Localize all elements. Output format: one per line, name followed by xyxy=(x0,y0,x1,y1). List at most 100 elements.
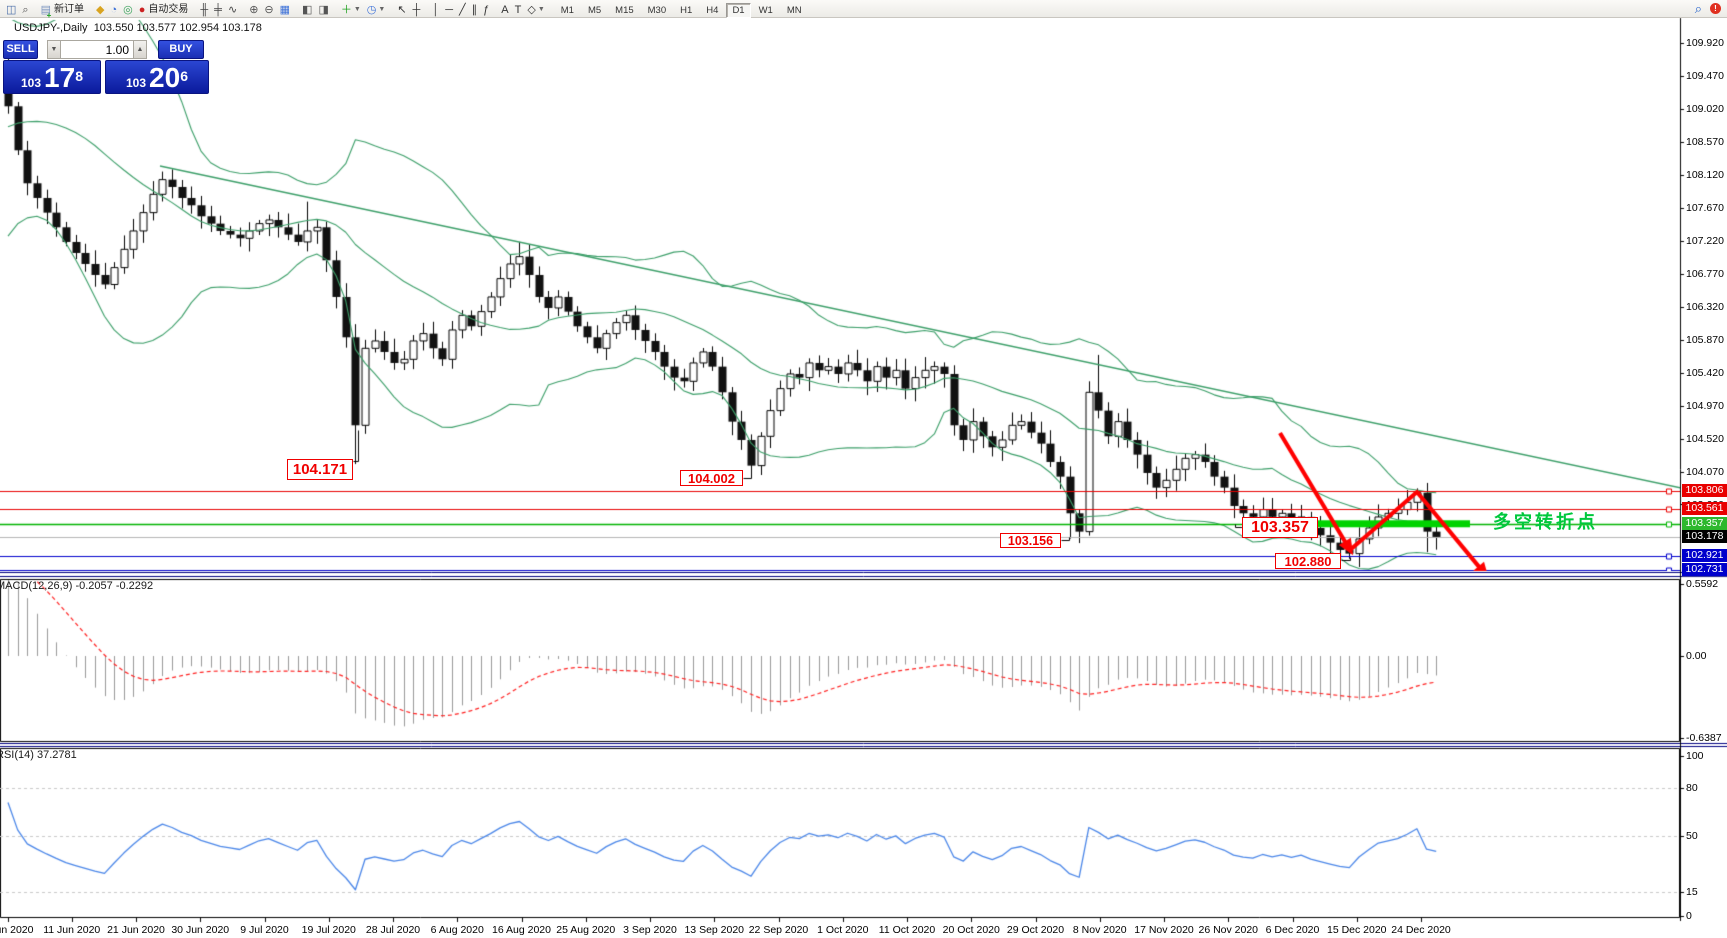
rsi-axis-tick: 100 xyxy=(1686,750,1704,762)
date-axis-label: 19 Jul 2020 xyxy=(301,924,356,936)
crosshair-icon[interactable]: ┼ xyxy=(412,3,421,16)
symbol-period-label: USDJPY-,Daily xyxy=(14,22,88,34)
profiles-icon[interactable]: ⌕ xyxy=(22,3,29,16)
price-axis-tick: 108.120 xyxy=(1686,168,1724,181)
timeframe-button-m1[interactable]: M1 xyxy=(560,4,574,16)
rsi-axis-tick: 50 xyxy=(1686,830,1698,842)
price-tag-102.921: 102.921 xyxy=(1682,549,1727,563)
new-order-icon[interactable]: ▤ + 新订单 xyxy=(40,3,84,20)
trendline-icon[interactable]: ╱ xyxy=(459,3,466,16)
date-axis-label: 20 Oct 2020 xyxy=(942,924,1000,936)
timeframe-button-d1[interactable]: D1 xyxy=(726,2,751,18)
fibonacci-icon[interactable]: ƒ xyxy=(483,3,490,16)
arrange-left-icon[interactable]: ◧ xyxy=(302,3,313,16)
ohlc-values: 103.550 103.577 102.954 103.178 xyxy=(93,22,262,34)
turning-point-annotation[interactable]: 多空转折点 xyxy=(1493,512,1598,532)
sell-price-prefix: 103 xyxy=(21,76,42,90)
price-axis-tick: 106.320 xyxy=(1686,300,1724,313)
price-callout-104.002[interactable]: 104.002 xyxy=(680,470,743,486)
date-axis-label: 3 Sep 2020 xyxy=(623,924,677,936)
auto-trading-icon[interactable]: ● 自动交易 xyxy=(138,3,189,16)
chart-title: USDJPY-,Daily 103.550 103.577 102.954 10… xyxy=(14,22,262,34)
macd-axis-tick: 0.5592 xyxy=(1686,577,1719,590)
price-axis-tick: 106.770 xyxy=(1686,267,1724,280)
volume-up-stepper[interactable]: ▲ xyxy=(133,40,147,59)
data-window-icon[interactable]: ◔ xyxy=(110,3,118,16)
timeframe-button-m5[interactable]: M5 xyxy=(587,4,602,16)
bar-chart-icon[interactable]: ╫ xyxy=(200,3,209,16)
price-axis-tick: 108.570 xyxy=(1686,135,1724,148)
tile-windows-icon[interactable]: ▦ xyxy=(279,3,291,16)
candlestick-chart-icon[interactable]: ╪ xyxy=(214,3,222,16)
price-callout-104.171[interactable]: 104.171 xyxy=(287,459,353,480)
sell-price-display[interactable]: 103 17 8 xyxy=(3,60,101,94)
search-icon[interactable]: ⌕ xyxy=(1694,0,1702,16)
macd-axis-tick: -0.6387 xyxy=(1686,732,1722,745)
channel-icon[interactable]: ∥ xyxy=(471,3,478,16)
indicators-cube-icon[interactable]: ◆ xyxy=(95,3,105,16)
new-chart-icon[interactable]: ◫ xyxy=(6,3,17,16)
line-chart-icon[interactable]: ∿ xyxy=(227,3,238,16)
price-axis-tick: 105.420 xyxy=(1686,366,1724,379)
price-tag-103.178: 103.178 xyxy=(1682,530,1727,544)
arrange-right-icon[interactable]: ◨ xyxy=(318,3,329,16)
date-axis-label: 8 Nov 2020 xyxy=(1072,924,1127,936)
date-axis-label: 1 Jun 2020 xyxy=(0,924,34,936)
buy-price-big: 20 xyxy=(149,62,181,93)
rsi-axis-tick: 80 xyxy=(1686,782,1698,794)
add-indicator-icon[interactable]: ＋ ▼ xyxy=(340,3,361,16)
volume-input[interactable] xyxy=(61,40,133,59)
signal-icon[interactable]: ◎ xyxy=(123,3,133,16)
arrows-tool-icon[interactable]: ◇ ▼ xyxy=(527,3,545,16)
price-axis-tick: 104.520 xyxy=(1686,432,1724,445)
sell-price-pip: 8 xyxy=(75,68,83,84)
rsi-axis-tick: 0 xyxy=(1686,910,1692,922)
timeframe-button-m30[interactable]: M30 xyxy=(647,4,667,16)
timeframe-button-mn[interactable]: MN xyxy=(786,4,802,16)
zoom-out-icon[interactable]: ⊖ xyxy=(264,3,274,16)
price-callout-102.880[interactable]: 102.880 xyxy=(1275,553,1341,569)
price-tag-103.561: 103.561 xyxy=(1682,502,1727,516)
date-axis-label: 16 Aug 2020 xyxy=(492,924,551,936)
price-tag-103.806: 103.806 xyxy=(1682,484,1727,498)
price-callout-103.156[interactable]: 103.156 xyxy=(1000,533,1061,548)
period-clock-icon[interactable]: ◷ ▼ xyxy=(366,3,386,16)
date-axis-label: 28 Jul 2020 xyxy=(365,924,421,936)
toolbar: ◫ ⌕ ▤ + 新订单 ◆ ◔ ◎ ● 自动交易 ╫ ╪ ∿ ⊕ ⊖ ▦ ◧ ◨ ＋ ▼ ◷ ▼ ↖ ┼ │ ─ ╱ ∥ ƒ A T ◇ ▼ M… xyxy=(0,0,1727,20)
timeframe-button-h1[interactable]: H1 xyxy=(680,4,693,16)
horizontal-line-icon[interactable]: ─ xyxy=(445,3,454,16)
date-axis-label: 30 Jun 2020 xyxy=(171,924,230,936)
price-callout-103.357[interactable]: 103.357 xyxy=(1242,517,1318,538)
vertical-line-icon[interactable]: │ xyxy=(432,3,440,16)
notification-icon[interactable]: ! xyxy=(1710,3,1721,14)
price-tag-102.731: 102.731 xyxy=(1682,563,1727,577)
cursor-icon[interactable]: ↖ xyxy=(397,3,407,16)
timeframe-button-w1[interactable]: W1 xyxy=(758,4,773,16)
sell-price-big: 17 xyxy=(44,62,76,93)
date-axis-label: 6 Aug 2020 xyxy=(430,924,484,936)
date-axis-label: 24 Dec 2020 xyxy=(1391,924,1451,936)
price-axis-tick: 109.020 xyxy=(1686,102,1724,115)
date-axis-label: 6 Dec 2020 xyxy=(1265,924,1320,936)
price-axis-tick: 109.470 xyxy=(1686,69,1724,82)
price-axis-tick: 109.920 xyxy=(1686,36,1724,49)
buy-price-display[interactable]: 103 20 6 xyxy=(105,60,209,94)
zoom-in-icon[interactable]: ⊕ xyxy=(249,3,259,16)
price-axis-tick: 104.070 xyxy=(1686,465,1724,478)
timeframe-button-m15[interactable]: M15 xyxy=(615,4,634,16)
date-axis-label: 17 Nov 2020 xyxy=(1134,924,1194,936)
volume-down-stepper[interactable]: ▼ xyxy=(47,40,61,59)
text-label-icon[interactable]: T xyxy=(514,3,522,16)
buy-price-pip: 6 xyxy=(180,68,188,84)
text-icon[interactable]: A xyxy=(501,3,509,16)
timeframe-button-h4[interactable]: H4 xyxy=(706,4,719,16)
price-axis-tick: 107.670 xyxy=(1686,201,1724,214)
buy-button[interactable]: BUY xyxy=(158,40,204,59)
macd-pane-label: MACD(12,26,9) -0.2057 -0.2292 xyxy=(0,580,154,592)
sell-button[interactable]: SELL xyxy=(3,40,38,59)
price-axis-tick: 105.870 xyxy=(1686,333,1724,346)
date-axis-label: 29 Oct 2020 xyxy=(1006,924,1065,936)
date-axis-label: 9 Jul 2020 xyxy=(240,924,289,936)
